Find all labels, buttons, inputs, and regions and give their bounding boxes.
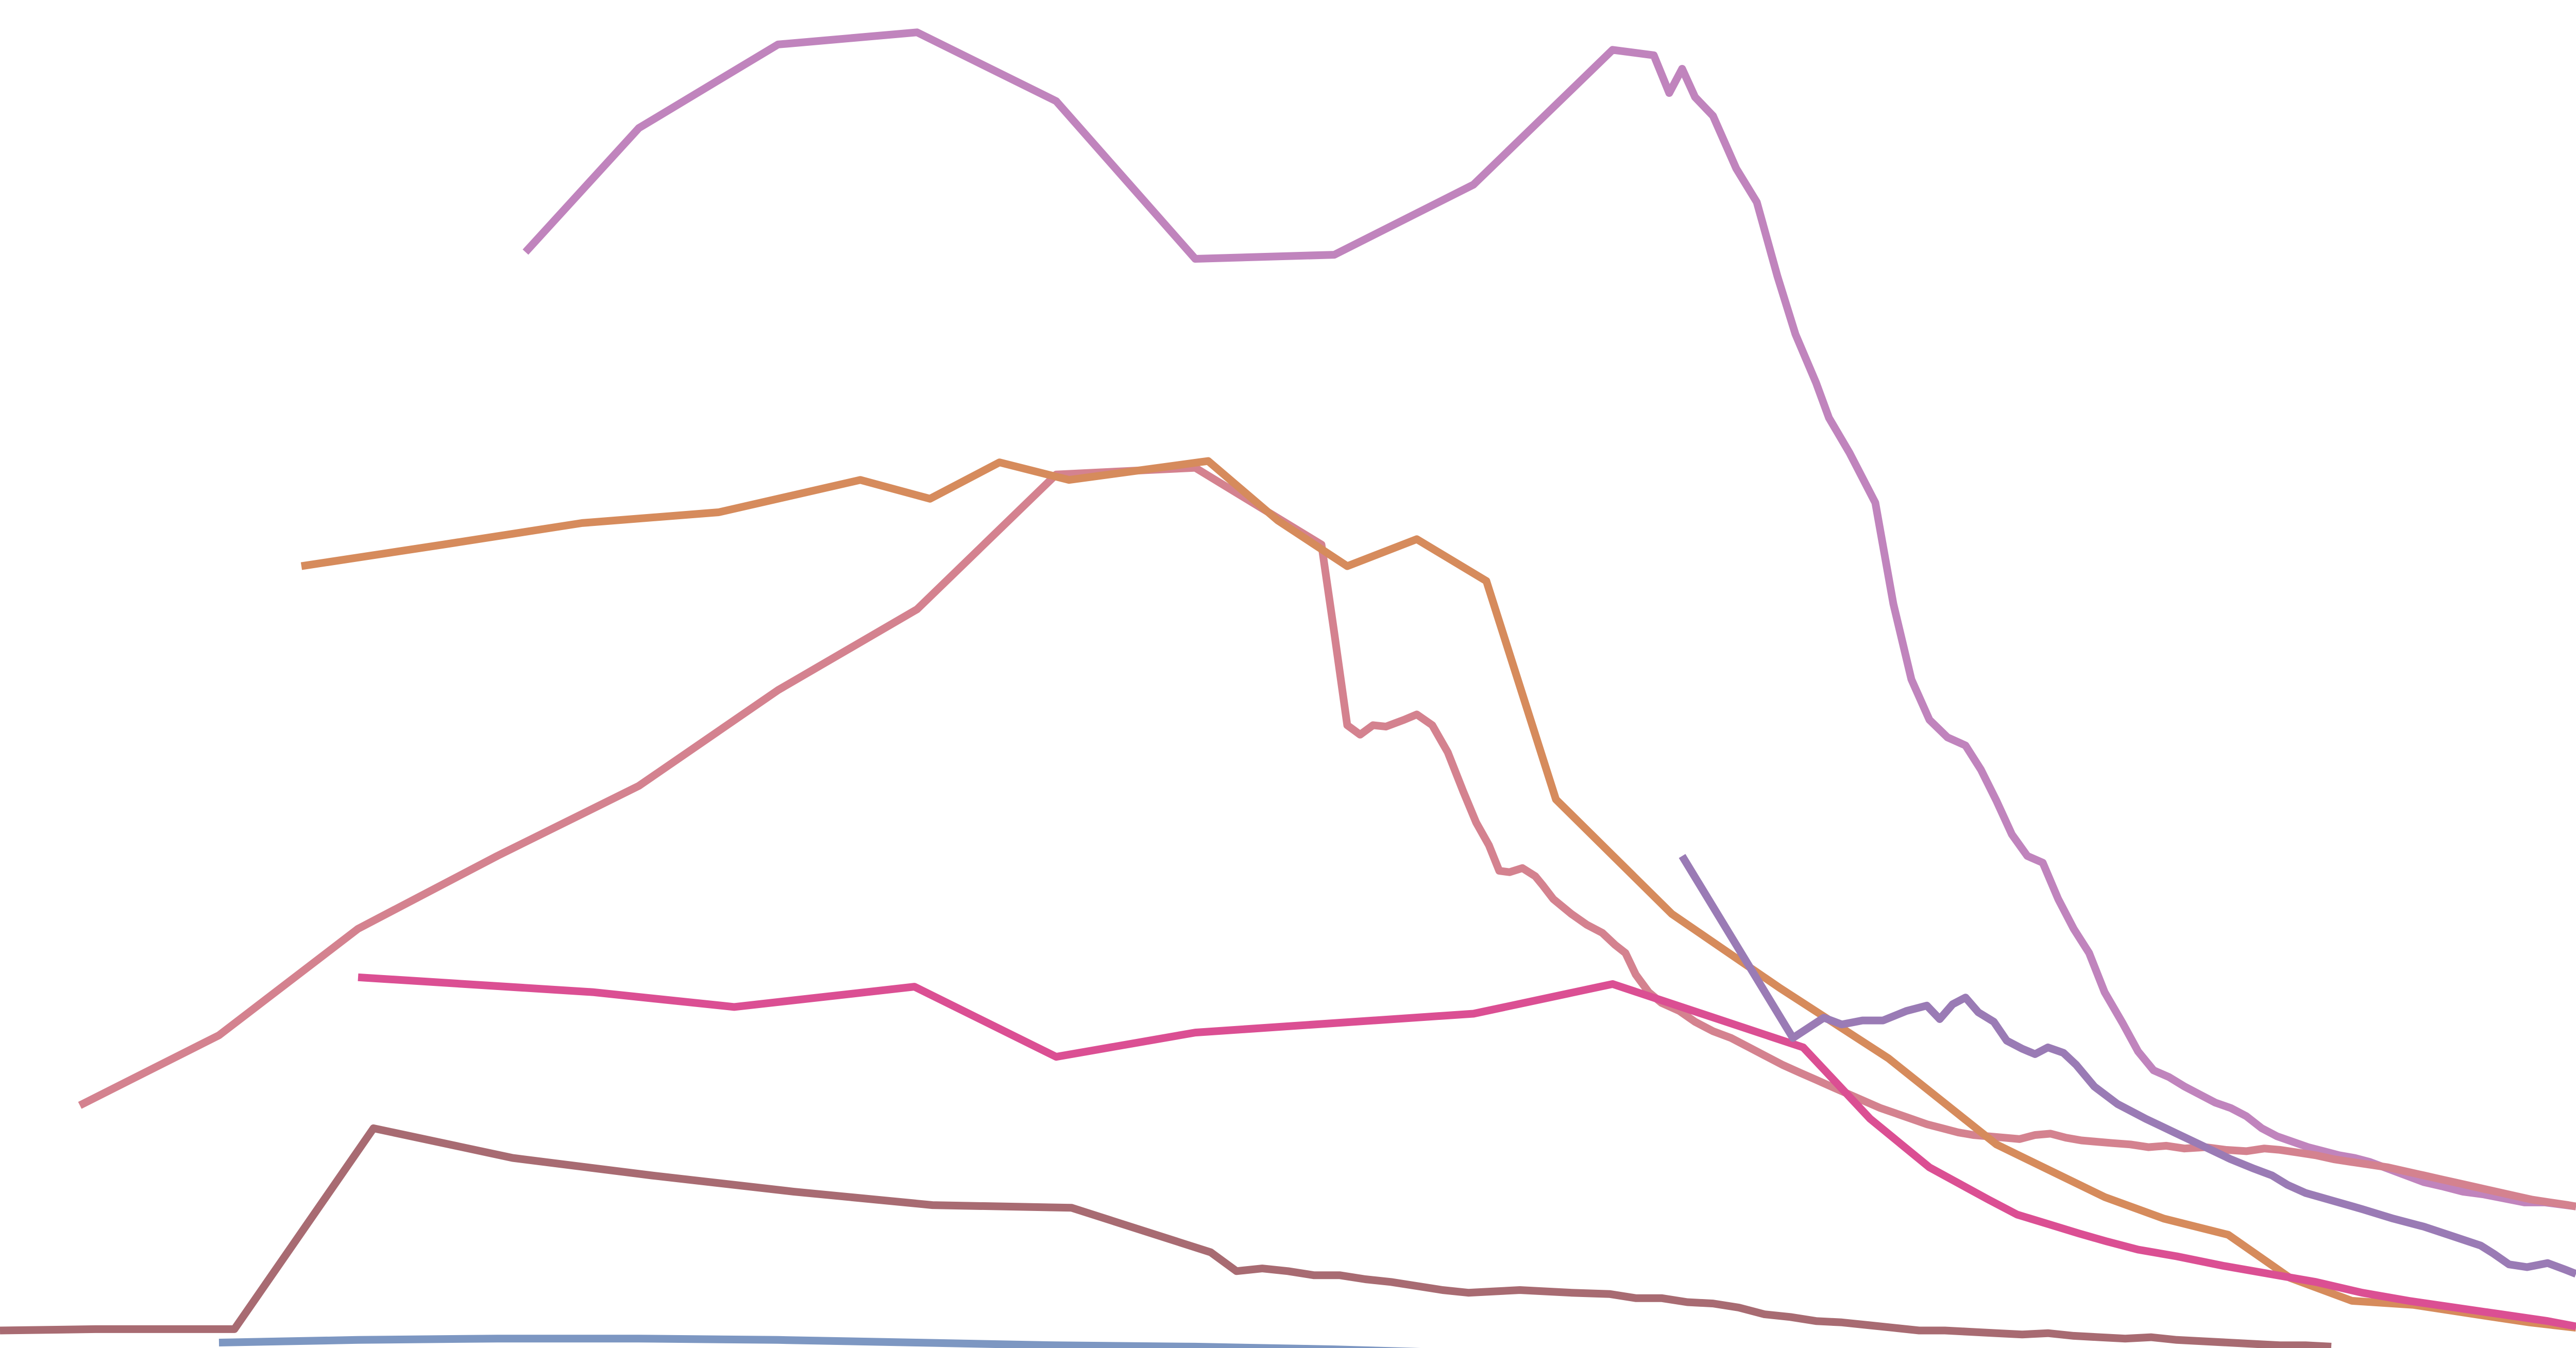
series-line-3 xyxy=(300,457,2576,1332)
series-line-6 xyxy=(0,1124,2332,1348)
series-line-5 xyxy=(1679,854,2576,1278)
series-line-4 xyxy=(358,973,2576,1330)
series-line-2 xyxy=(78,464,2576,1210)
series-line-1 xyxy=(522,28,2576,1210)
series-line-7 xyxy=(218,1335,1421,1348)
series-layer xyxy=(0,28,2576,1348)
